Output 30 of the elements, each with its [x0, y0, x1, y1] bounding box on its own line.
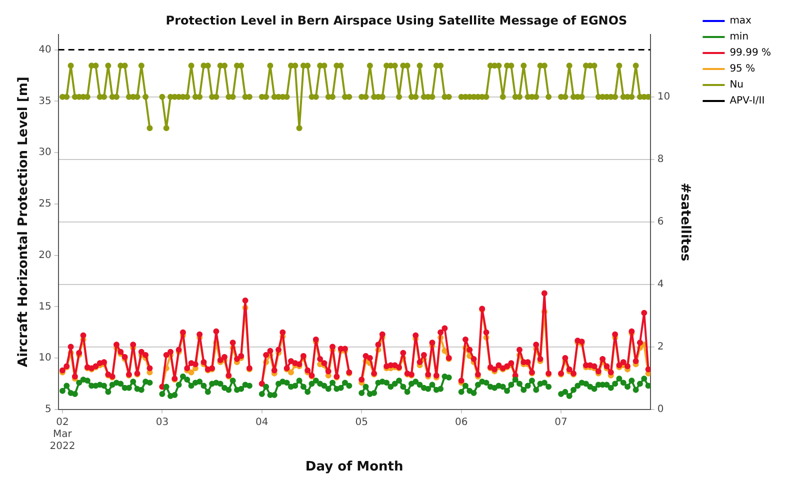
y2-axis-title: #satellites — [678, 182, 693, 262]
legend-label: APV-I/II — [730, 96, 765, 107]
y-tick-label: 40 — [38, 44, 52, 56]
y2-tick-label: 2 — [657, 341, 664, 352]
y-tick-label: 5 — [44, 404, 52, 415]
y2-tick-label: 4 — [657, 278, 664, 290]
y2-tick-label: 8 — [657, 154, 664, 165]
legend-label: min — [730, 32, 749, 43]
legend-label: 95 % — [730, 64, 756, 75]
x-tick-label: 06 — [454, 416, 468, 428]
y-axis-title: Aircraft Horizontal Protection Level [m] — [16, 76, 32, 368]
x-tick-label: 03 — [156, 416, 169, 428]
legend-label: 99.99 % — [730, 48, 772, 59]
y-tick-label: 20 — [38, 250, 52, 261]
x-tick-label: 04 — [256, 416, 268, 428]
legend-label: max — [730, 16, 752, 27]
y-tick-label: 15 — [38, 301, 52, 312]
x-tick-label: 07 — [554, 416, 568, 428]
y-tick-label: 30 — [38, 147, 52, 158]
y-tick-label: 10 — [38, 352, 52, 364]
legend-label: Nu — [730, 80, 744, 91]
y2-tick-label: 0 — [657, 404, 664, 415]
chart-title: Protection Level in Bern Airspace Using Satellite Message of EGNOS — [166, 13, 628, 28]
y2-tick-label: 10 — [657, 91, 670, 102]
x-tick-label: 05 — [355, 416, 368, 428]
x-tick-label: 02 Mar 2022 — [50, 416, 76, 452]
y-tick-label: 35 — [38, 96, 52, 107]
y2-tick-label: 6 — [657, 216, 664, 228]
y-tick-label: 25 — [38, 198, 52, 210]
x-axis-title: Day of Month — [305, 460, 404, 475]
